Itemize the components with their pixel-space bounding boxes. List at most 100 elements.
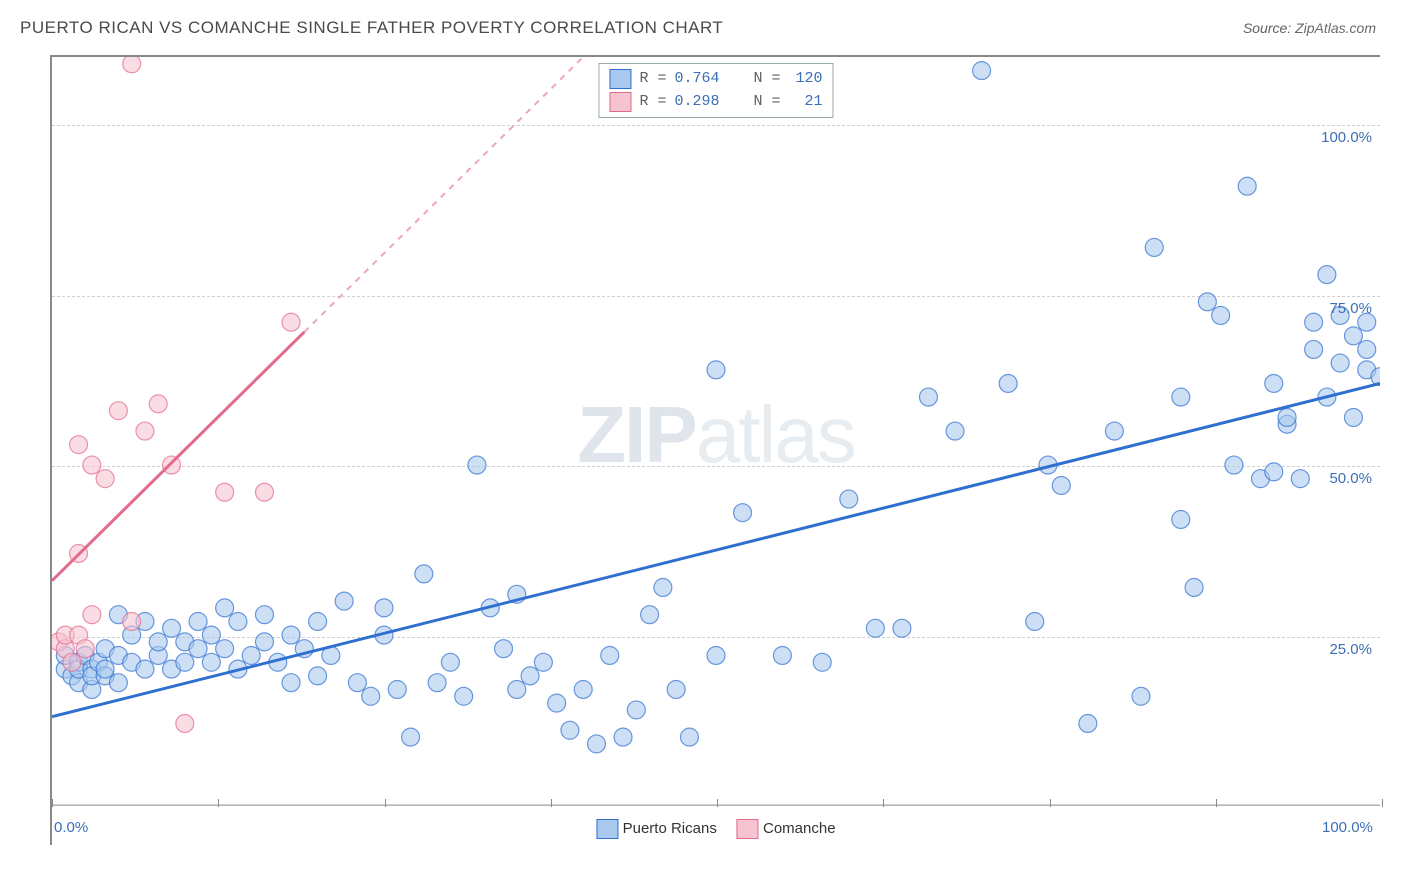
scatter-point [202, 653, 220, 671]
scatter-point [415, 565, 433, 583]
y-tick-label: 75.0% [1329, 300, 1372, 317]
scatter-point [83, 456, 101, 474]
scatter-point [309, 667, 327, 685]
y-tick-label: 50.0% [1329, 470, 1372, 487]
scatter-point [96, 660, 114, 678]
scatter-point [773, 647, 791, 665]
scatter-point [255, 606, 273, 624]
correlation-legend: R = 0.764 N = 120R = 0.298 N = 21 [598, 63, 833, 118]
scatter-point [707, 647, 725, 665]
scatter-point [574, 681, 592, 699]
legend-item: Comanche [737, 819, 836, 839]
scatter-point [441, 653, 459, 671]
scatter-point [335, 592, 353, 610]
y-tick-label: 100.0% [1321, 129, 1372, 146]
scatter-point [1305, 313, 1323, 331]
scatter-point [641, 606, 659, 624]
scatter-point [1172, 510, 1190, 528]
scatter-point [149, 395, 167, 413]
scatter-point [216, 640, 234, 658]
scatter-point [348, 674, 366, 692]
scatter-point [282, 313, 300, 331]
scatter-point [1052, 476, 1070, 494]
scatter-point [1079, 715, 1097, 733]
scatter-point [1026, 612, 1044, 630]
scatter-point [242, 647, 260, 665]
scatter-point [176, 653, 194, 671]
scatter-point [654, 578, 672, 596]
scatter-point [1291, 470, 1309, 488]
scatter-point [428, 674, 446, 692]
scatter-point [109, 674, 127, 692]
scatter-point [919, 388, 937, 406]
scatter-point [627, 701, 645, 719]
legend-row: R = 0.764 N = 120 [609, 68, 822, 91]
x-tick-label: 100.0% [1322, 819, 1373, 836]
scatter-point [680, 728, 698, 746]
scatter-point [999, 374, 1017, 392]
scatter-point [163, 456, 181, 474]
scatter-point [1238, 177, 1256, 195]
scatter-point [534, 653, 552, 671]
scatter-point [136, 422, 154, 440]
scatter-point [255, 633, 273, 651]
scatter-point [1105, 422, 1123, 440]
scatter-point [521, 667, 539, 685]
legend-swatch [596, 819, 618, 839]
legend-swatch [609, 69, 631, 89]
scatter-point [707, 361, 725, 379]
scatter-point [667, 681, 685, 699]
scatter-point [282, 626, 300, 644]
scatter-point [587, 735, 605, 753]
scatter-point [96, 470, 114, 488]
scatter-point [255, 483, 273, 501]
scatter-point [973, 62, 991, 80]
chart-plot-area: ZIPatlas R = 0.764 N = 120R = 0.298 N = … [50, 55, 1380, 845]
scatter-point [1265, 463, 1283, 481]
scatter-point [1305, 340, 1323, 358]
chart-title: PUERTO RICAN VS COMANCHE SINGLE FATHER P… [20, 18, 723, 37]
scatter-point [1132, 687, 1150, 705]
scatter-point [1145, 238, 1163, 256]
series-legend: Puerto Ricans Comanche [596, 819, 835, 839]
scatter-point [495, 640, 513, 658]
scatter-point [282, 674, 300, 692]
scatter-point [813, 653, 831, 671]
legend-row: R = 0.298 N = 21 [609, 91, 822, 114]
scatter-point [202, 626, 220, 644]
x-tick-label: 0.0% [54, 819, 88, 836]
scatter-point [189, 640, 207, 658]
scatter-point [63, 653, 81, 671]
scatter-point [216, 483, 234, 501]
scatter-point [362, 687, 380, 705]
scatter-point [309, 612, 327, 630]
scatter-point [1212, 306, 1230, 324]
scatter-point [76, 640, 94, 658]
scatter-point [70, 436, 88, 454]
scatter-point [1318, 266, 1336, 284]
scatter-point [1172, 388, 1190, 406]
scatter-point [734, 504, 752, 522]
trend-line-dashed [304, 57, 583, 332]
trend-line [52, 383, 1380, 716]
legend-swatch [737, 819, 759, 839]
scatter-point [229, 612, 247, 630]
scatter-point [189, 612, 207, 630]
scatter-point [1278, 408, 1296, 426]
scatter-point [375, 599, 393, 617]
scatter-point [1225, 456, 1243, 474]
source-attribution: Source: ZipAtlas.com [1243, 20, 1376, 36]
scatter-point [83, 606, 101, 624]
scatter-point [149, 633, 167, 651]
scatter-point [561, 721, 579, 739]
scatter-point [866, 619, 884, 637]
legend-item: Puerto Ricans [596, 819, 716, 839]
scatter-point [1185, 578, 1203, 596]
scatter-point [123, 612, 141, 630]
x-tick [1382, 799, 1383, 807]
scatter-point [1344, 327, 1362, 345]
scatter-point [123, 57, 141, 73]
scatter-point [840, 490, 858, 508]
scatter-point [109, 402, 127, 420]
scatter-point [548, 694, 566, 712]
